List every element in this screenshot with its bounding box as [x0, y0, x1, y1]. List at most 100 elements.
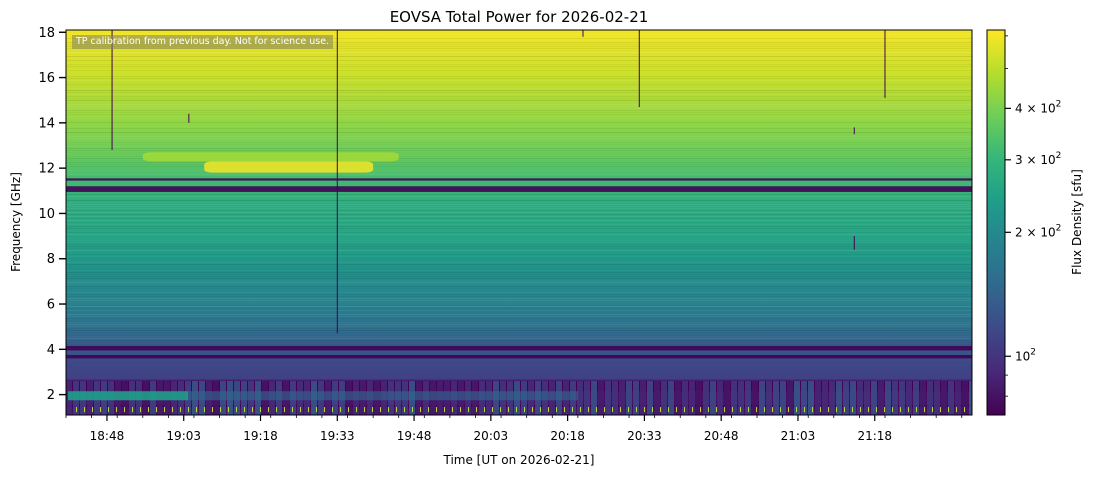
texture-line	[66, 106, 972, 107]
texture-line	[66, 144, 972, 145]
texture-line	[66, 48, 972, 49]
low-freq-stripe	[577, 381, 583, 415]
texture-line	[66, 62, 972, 63]
low-freq-stripe	[619, 381, 625, 415]
calibration-tick	[804, 407, 805, 413]
texture-line	[66, 332, 972, 333]
x-tick-label: 18:48	[90, 429, 125, 443]
texture-line	[66, 112, 972, 113]
texture-line	[66, 214, 972, 215]
texture-line	[66, 140, 972, 141]
low-freq-stripe	[724, 381, 730, 415]
calibration-tick	[396, 407, 397, 413]
calibration-tick	[228, 407, 229, 413]
texture-line	[66, 326, 972, 327]
calibration-tick	[100, 407, 101, 413]
calibration-tick	[788, 407, 789, 413]
low-freq-stripe	[801, 381, 807, 415]
texture-line	[66, 310, 972, 311]
calibration-tick	[340, 407, 341, 413]
low-freq-stripe	[640, 381, 646, 415]
low-freq-stripe	[934, 381, 940, 415]
texture-line	[66, 230, 972, 231]
dark-band	[66, 186, 972, 192]
texture-line	[66, 204, 972, 205]
calibration-tick	[596, 407, 597, 413]
calibration-tick	[292, 407, 293, 413]
texture-line	[66, 252, 972, 253]
plot-frame	[65, 29, 973, 416]
texture-line	[66, 66, 972, 67]
calibration-tick	[156, 407, 157, 413]
colorbar-label: Flux Density [sfu]	[1070, 169, 1084, 275]
texture-line	[66, 264, 972, 265]
low-freq-stripe	[584, 381, 590, 415]
texture-line	[66, 306, 972, 307]
calibration-tick	[620, 407, 621, 413]
calibration-tick	[812, 407, 813, 413]
calibration-tick	[668, 407, 669, 413]
low-freq-stripe	[808, 381, 814, 415]
texture-line	[66, 200, 972, 201]
low-freq-stripe	[864, 381, 870, 415]
texture-line	[66, 232, 972, 233]
calibration-tick	[92, 407, 93, 413]
calibration-tick	[636, 407, 637, 413]
calibration-tick	[764, 407, 765, 413]
texture-line	[66, 98, 972, 99]
texture-line	[66, 96, 972, 97]
x-tick-label: 21:18	[857, 429, 892, 443]
calibration-tick	[908, 407, 909, 413]
texture-line	[66, 138, 972, 139]
calibration-tick	[780, 407, 781, 413]
texture-line	[66, 184, 972, 185]
low-freq-stripe	[794, 381, 800, 415]
calibration-tick	[476, 407, 477, 413]
low-freq-stripe	[731, 381, 737, 415]
texture-line	[66, 136, 972, 137]
texture-line	[66, 218, 972, 219]
texture-line	[66, 228, 972, 229]
calibration-tick	[932, 407, 933, 413]
texture-line	[66, 148, 972, 149]
colorbar-tick-label: 2 × 102	[1015, 223, 1061, 239]
texture-line	[66, 240, 972, 241]
texture-line	[66, 266, 972, 267]
texture-line	[66, 114, 972, 115]
texture-line	[66, 262, 972, 263]
texture-line	[66, 132, 972, 133]
calibration-tick	[708, 407, 709, 413]
y-axis: 2 4 6 8 10 12 14 16 18	[38, 26, 66, 403]
calibration-tick	[404, 407, 405, 413]
calibration-tick	[172, 407, 173, 413]
texture-line	[66, 72, 972, 73]
calibration-tick	[324, 407, 325, 413]
texture-line	[66, 336, 972, 337]
low-freq-stripe	[766, 381, 772, 415]
texture-line	[66, 304, 972, 305]
y-tick-label: 16	[38, 71, 55, 86]
calibration-tick	[524, 407, 525, 413]
x-tick-label: 20:03	[474, 429, 509, 443]
calibration-tick	[700, 407, 701, 413]
calibration-tick	[836, 407, 837, 413]
texture-line	[66, 42, 972, 43]
texture-line	[66, 174, 972, 175]
texture-line	[66, 32, 972, 33]
calibration-tick	[148, 407, 149, 413]
calibration-tick	[140, 407, 141, 413]
low-freq-stripe	[969, 381, 972, 415]
texture-line	[66, 100, 972, 101]
texture-line	[66, 78, 972, 79]
calibration-tick	[644, 407, 645, 413]
x-axis-label: Time [UT on 2026-02-21]	[443, 453, 595, 467]
y-tick-label: 10	[38, 207, 55, 222]
colorbar-axis: 102 2 × 102 3 × 102 4 × 102	[1005, 35, 1061, 397]
low-freq-stripe	[955, 381, 961, 415]
texture-line	[66, 292, 972, 293]
low-freq-stripe	[829, 381, 835, 415]
texture-line	[66, 70, 972, 71]
calibration-tick	[164, 407, 165, 413]
texture-line	[66, 194, 972, 195]
y-tick-label: 2	[47, 388, 55, 403]
